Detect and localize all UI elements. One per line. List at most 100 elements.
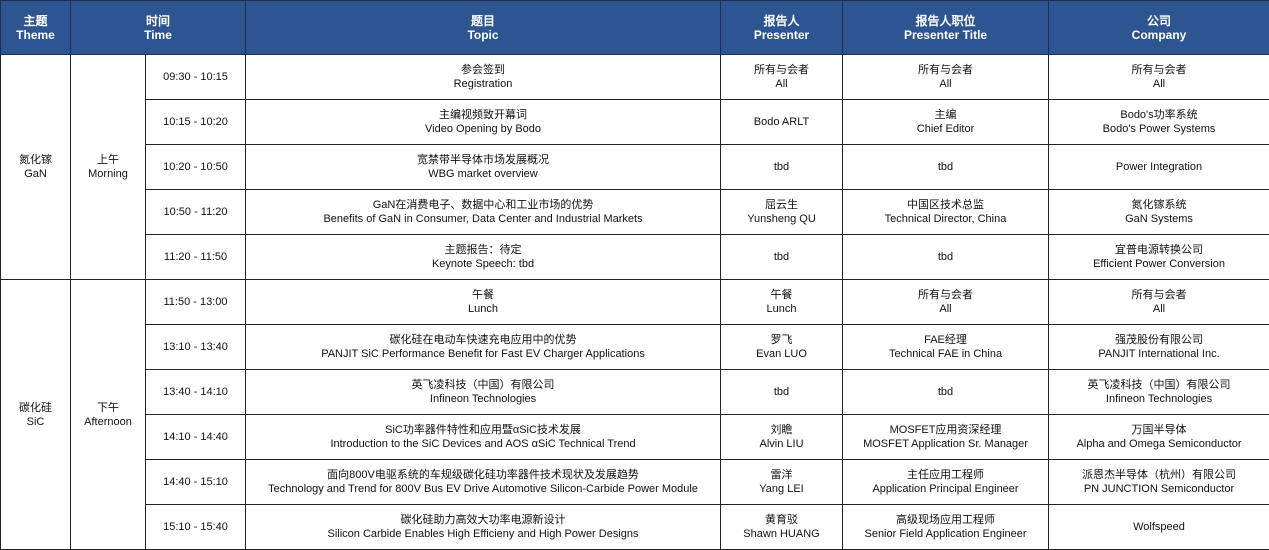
topic-cell-en: Keynote Speech: tbd [431,258,535,270]
company-cell: 强茂股份有限公司 PANJIT International Inc. [1048,324,1269,370]
presenter-cell-zh: 刘瞻 [770,424,793,436]
presenter-cell: 黄育驳 Shawn HUANG [720,504,844,550]
time-cell: 13:40 - 14:10 [163,386,228,398]
presenter-cell: 刘瞻 Alvin LIU [720,414,844,460]
company-cell-zh: 所有与会者 [1131,289,1187,301]
presenter-cell: 午餐 Lunch [720,279,844,325]
time-cell: 10:50 - 11:20 [144,189,247,235]
presenter-cell-en: Lunch [766,303,797,315]
topic-cell-zh: 主题报告：待定 [444,244,522,256]
presenter-title-cell-zh: 高级现场应用工程师 [896,514,996,526]
time-cell: 13:10 - 13:40 [163,341,228,353]
time-cell: 15:10 - 15:40 [163,521,228,533]
presenter-cell-zh: tbd [773,386,790,398]
header-theme: 主题 Theme [0,0,71,55]
period-cell: 下午 Afternoon [70,279,146,550]
time-cell: 14:40 - 15:10 [144,459,247,505]
topic-cell: 宽禁带半导体市场发展概况 WBG market overview [245,144,722,190]
table-row: 13:10 - 13:40 碳化硅在电动车快速充电应用中的优势 PANJIT SiC… [1,324,1269,370]
presenter-title-cell: 主编 Chief Editor [842,99,1050,145]
presenter-cell: tbd [720,369,844,415]
presenter-cell: Bodo ARLT [720,99,844,145]
table-row: 10:15 - 10:20 主编视频致开幕词 Video Opening by Bo… [1,99,1269,145]
company-cell-zh: 派恩杰半导体（杭州）有限公司 [1082,469,1237,481]
presenter-title-cell: FAE经理 Technical FAE in China [842,324,1050,370]
table-row: 碳化硅 SiC 下午 Afternoon 11:50 - 13:00 午餐 Lunch 午餐 L… [0,279,1269,550]
presenter-title-cell-en: Technical Director, China [884,213,1007,225]
header-presenter-title: 报告人职位 Presenter Title [842,0,1050,55]
topic-cell: 午餐 Lunch [245,279,722,325]
presenter-cell-zh: 午餐 [770,289,793,301]
topic-cell-en: Infineon Technologies [429,393,537,405]
company-cell-en: Infineon Technologies [1105,393,1213,405]
company-cell: 所有与会者 All [1048,54,1269,100]
presenter-cell: tbd [720,144,844,190]
company-cell-zh: 宜普电源转换公司 [1115,244,1204,256]
period-cell-en: Morning [88,168,128,180]
company-cell: 派恩杰半导体（杭州）有限公司 PN JUNCTION Semiconductor [1048,459,1269,505]
topic-cell: GaN在消费电子、数据中心和工业市场的优势 Benefits of GaN in … [245,189,722,235]
theme-cell-zh: 氮化镓 [19,154,52,166]
company-cell-zh: Power Integration [1115,161,1203,173]
presenter-title-cell-zh: tbd [937,161,954,173]
topic-cell: 面向800V电驱系统的车规级碳化硅功率器件技术现状及发展趋势 Technology… [245,459,722,505]
presenter-cell-zh: 雷洋 [770,469,793,481]
time-cell: 09:30 - 10:15 [144,54,247,100]
time-cell: 11:50 - 13:00 [163,296,228,308]
company-cell: Power Integration [1048,144,1269,190]
time-cell: 09:30 - 10:15 [163,71,228,83]
topic-cell-zh: 参会签到 [461,64,506,76]
company-cell: Wolfspeed [1048,504,1269,550]
time-cell: 13:10 - 13:40 [144,324,247,370]
presenter-title-cell: MOSFET应用资深经理 MOSFET Application Sr. Manag… [842,414,1050,460]
table-row: 13:40 - 14:10 英飞凌科技（中国）有限公司 Infineon Techn… [1,369,1269,415]
presenter-cell-zh: 屈云生 [765,199,799,211]
presenter-title-cell: 所有与会者 All [842,279,1050,325]
presenter-cell-zh: 罗飞 [770,334,793,346]
time-cell: 14:10 - 14:40 [163,431,228,443]
presenter-cell-en: Evan LUO [756,348,807,360]
presenter-title-cell-zh: 所有与会者 [918,289,974,301]
presenter-cell-zh: 黄育驳 [765,514,799,526]
table-row: 10:20 - 10:50 宽禁带半导体市场发展概况 WBG market over… [1,144,1269,190]
company-cell-en: GaN Systems [1125,213,1193,225]
topic-cell: SiC功率器件特性和应用暨αSiC技术发展 Introduction to the… [245,414,722,460]
company-cell: 英飞凌科技（中国）有限公司 Infineon Technologies [1048,369,1269,415]
period-cell: 上午 Morning [70,54,146,280]
theme-cell: 氮化镓 GaN [0,54,71,280]
presenter-title-cell: tbd [842,144,1050,190]
theme-cell-zh: 碳化硅 [19,401,52,414]
company-cell-en: Alpha and Omega Semiconductor [1076,438,1242,450]
presenter-title-cell: tbd [842,234,1050,280]
presenter-title-cell-en: All [939,303,952,315]
presenter-title-cell-zh: 所有与会者 [918,64,974,76]
company-cell-zh: Bodo's功率系统 [1120,109,1198,121]
topic-cell: 参会签到 Registration [245,54,722,100]
table-row: 15:10 - 15:40 碳化硅助力高效大功率电源新设计 Silicon Carb… [1,504,1269,550]
presenter-title-cell-zh: MOSFET应用资深经理 [889,424,1002,436]
company-cell: 氮化镓系统 GaN Systems [1048,189,1269,235]
company-cell-en: All [1152,78,1166,90]
topic-cell-zh: 面向800V电驱系统的车规级碳化硅功率器件技术现状及发展趋势 [327,469,639,481]
presenter-title-cell-en: Technical FAE in China [888,348,1003,360]
presenter-cell-zh: Bodo ARLT [753,116,810,128]
time-cell: 10:15 - 10:20 [144,99,247,145]
presenter-cell: tbd [720,234,844,280]
company-cell-zh: 氮化镓系统 [1131,199,1187,211]
company-cell-zh: Wolfspeed [1133,521,1185,533]
header-presenter: 报告人 Presenter [720,0,844,55]
topic-cell-zh: 主编视频致开幕词 [439,109,528,121]
topic-cell-en: Lunch [468,303,498,315]
time-cell: 14:10 - 14:40 [144,414,247,460]
presenter-title-cell-en: All [939,78,952,90]
presenter-title-cell-en: Senior Field Application Engineer [864,528,1027,540]
header-time: 时间 Time [69,0,247,55]
company-cell-zh: 强茂股份有限公司 [1115,334,1204,346]
presenter-cell-en: Shawn HUANG [743,528,820,540]
topic-cell-en: Registration [453,78,513,90]
presenter-title-cell: 所有与会者 All [842,54,1050,100]
table-row: 14:10 - 14:40 SiC功率器件特性和应用暨αSiC技术发展 Introd… [1,414,1269,460]
presenter-cell-en: Alvin LIU [759,438,804,450]
presenter-cell-zh: tbd [773,161,790,173]
topic-cell-en: WBG market overview [428,168,538,180]
